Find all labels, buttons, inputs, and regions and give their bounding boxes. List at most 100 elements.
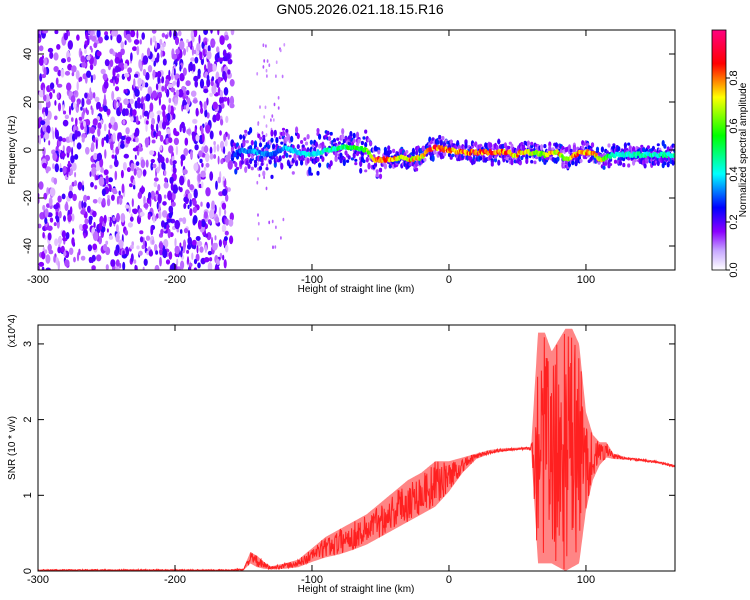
noise-speckle [53, 222, 57, 227]
spectrogram-cell [288, 154, 292, 158]
noise-speckle [134, 154, 137, 160]
spectrogram-cell [595, 146, 600, 152]
noise-speckle [115, 266, 119, 270]
noise-speckle [136, 169, 142, 179]
noise-speckle [95, 175, 99, 181]
noise-speckle [86, 70, 92, 78]
noise-speckle [98, 176, 105, 187]
noise-speckle [201, 162, 204, 168]
spectrogram-cell [579, 158, 583, 163]
noise-speckle [43, 94, 47, 102]
noise-speckle [164, 170, 167, 176]
noise-speckle [56, 83, 63, 88]
noise-speckle [161, 76, 165, 84]
noise-speckle [66, 82, 72, 91]
spectrogram-cell [590, 142, 595, 148]
spectrogram-cell [365, 156, 369, 163]
noise-speckle [73, 256, 76, 263]
noise-speckle [43, 192, 48, 200]
noise-speckle [124, 108, 129, 116]
y-tick-label: 20 [22, 96, 34, 108]
spectrogram-cell [443, 151, 447, 157]
noise-speckle [218, 206, 222, 217]
noise-speckle [102, 73, 108, 81]
noise-speckle [115, 146, 120, 155]
noise-speckle [43, 30, 49, 34]
spectrogram-cell [632, 146, 636, 152]
noise-speckle [189, 184, 195, 191]
noise-speckle [186, 103, 190, 113]
noise-speckle [80, 51, 83, 56]
spectrogram-cell [377, 149, 381, 155]
noise-speckle [38, 261, 45, 267]
noise-speckle [110, 116, 116, 126]
spectrogram-cell [431, 154, 435, 162]
noise-speckle [212, 101, 218, 110]
noise-speckle [64, 70, 71, 76]
spectrogram-cell [618, 160, 623, 166]
spectrogram-cell [314, 141, 318, 148]
y-tick-label: 2 [22, 417, 34, 423]
noise-speckle [187, 192, 192, 200]
noise-speckle [282, 217, 285, 222]
spectrogram-cell [438, 134, 442, 140]
noise-speckle [197, 262, 201, 269]
noise-speckle [145, 93, 151, 102]
noise-speckle [66, 56, 71, 63]
noise-speckle [57, 102, 62, 112]
noise-speckle [227, 69, 231, 75]
spectrogram-cell [364, 141, 368, 148]
noise-speckle [224, 209, 227, 216]
noise-speckle [104, 59, 110, 67]
noise-speckle [200, 125, 204, 136]
noise-speckle [222, 56, 228, 62]
noise-speckle [103, 97, 107, 108]
noise-speckle [116, 212, 120, 223]
y-tick-label: 0 [22, 568, 34, 574]
spectrogram-cell [354, 162, 358, 166]
noise-speckle [209, 209, 215, 219]
noise-speckle [216, 144, 220, 152]
noise-speckle [229, 212, 234, 221]
noise-speckle [108, 177, 113, 183]
noise-speckle [144, 137, 150, 146]
noise-speckle [97, 197, 103, 203]
noise-speckle [92, 231, 99, 242]
noise-speckle [42, 87, 45, 96]
noise-speckle [87, 205, 91, 213]
noise-speckle [67, 31, 70, 37]
noise-speckle [155, 83, 159, 91]
noise-speckle [43, 67, 47, 76]
snr-series-line [38, 333, 675, 571]
noise-speckle [257, 237, 259, 241]
noise-speckle [54, 115, 58, 121]
noise-speckle [103, 105, 108, 112]
noise-speckle [108, 235, 114, 240]
noise-speckle [198, 173, 201, 182]
noise-speckle [145, 72, 150, 81]
spectrogram-cell [464, 142, 468, 149]
noise-speckle [173, 68, 176, 76]
noise-speckle [55, 77, 59, 86]
noise-speckle [143, 195, 146, 206]
noise-speckle [191, 35, 195, 43]
noise-speckle [104, 149, 107, 159]
noise-speckle [38, 89, 45, 98]
noise-speckle [61, 137, 67, 143]
x-tick-label: -100 [301, 274, 323, 286]
noise-speckle [92, 118, 98, 126]
noise-speckle [178, 186, 181, 191]
spectrogram-cell [518, 161, 522, 166]
spectrogram-cell [295, 126, 299, 134]
noise-speckle [164, 83, 167, 94]
spectrogram-cell [375, 172, 379, 178]
noise-speckle [199, 246, 204, 253]
noise-speckle [64, 203, 69, 211]
noise-speckle [263, 59, 266, 63]
noise-speckle [70, 154, 75, 164]
noise-speckle [154, 57, 160, 63]
noise-speckle [225, 194, 229, 202]
spectrogram-cell [260, 162, 264, 166]
noise-speckle [139, 115, 142, 120]
noise-speckle [209, 130, 214, 140]
